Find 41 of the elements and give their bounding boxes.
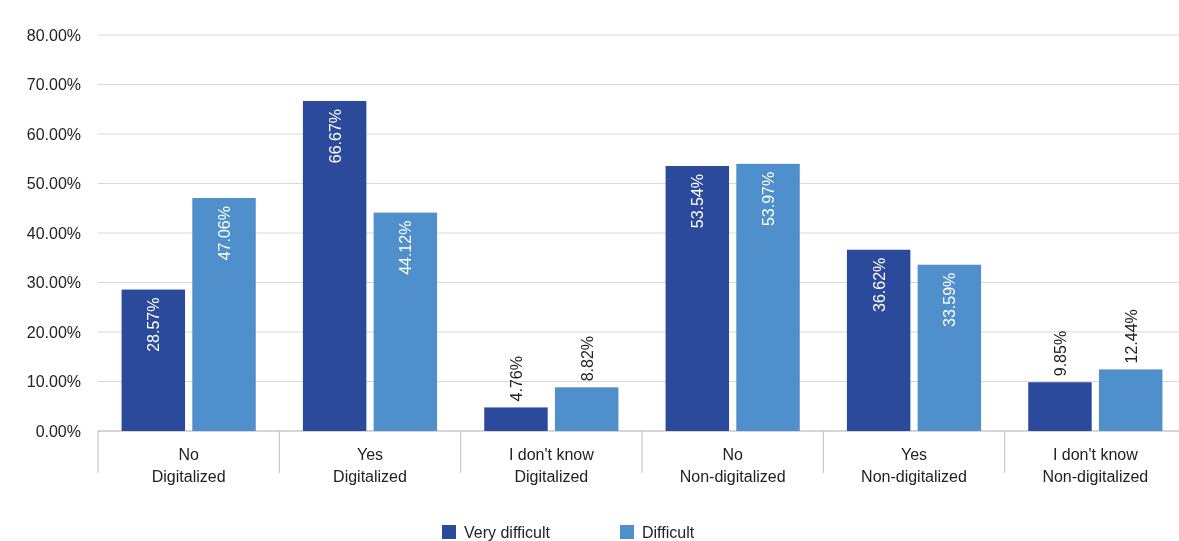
x-tick-label: Yes Non-digitalized [861,446,967,485]
bar [917,264,982,431]
data-label: 44.12% [397,220,415,275]
data-label: 33.59% [941,272,959,327]
y-tick-label: 60.00% [26,125,81,143]
y-tick-label: 0.00% [35,422,81,440]
y-tick-label: 20.00% [26,323,81,341]
data-label: 9.85% [1051,330,1069,377]
data-label: 66.67% [326,108,344,164]
bar [121,289,186,431]
y-tick-label: 80.00% [26,26,81,44]
bar [302,100,367,431]
bar [846,249,911,431]
legend-label: Very difficult [464,524,551,541]
data-label: 28.57% [145,297,163,352]
bar [665,165,730,431]
data-label: 8.82% [578,335,596,382]
data-label: 53.97% [760,171,778,227]
data-label: 4.76% [507,356,525,402]
x-tick-label: Yes Digitalized [333,446,407,485]
bar [1028,382,1092,431]
y-tick-label: 40.00% [26,224,81,242]
y-tick-label: 50.00% [26,175,81,193]
y-tick-label: 10.00% [26,373,81,391]
x-tick-label: I don't know Non-digitalized [1042,446,1149,485]
bar [373,212,438,431]
y-tick-label: 70.00% [26,76,81,94]
data-label: 36.62% [870,257,888,312]
data-label: 47.06% [216,206,234,261]
bar [192,198,256,431]
legend-label: Difficult [642,524,695,541]
y-tick-label: 30.00% [26,274,81,292]
data-label: 53.54% [689,173,707,229]
x-tick-label: No Non-digitalized [679,446,786,485]
bar [736,163,800,431]
bar [554,387,619,431]
x-tick-label: I don't know Digitalized [508,446,595,485]
bar [484,407,548,431]
bar [1098,369,1163,431]
data-label: 12.44% [1122,309,1140,364]
x-tick-label: No Digitalized [151,446,226,485]
